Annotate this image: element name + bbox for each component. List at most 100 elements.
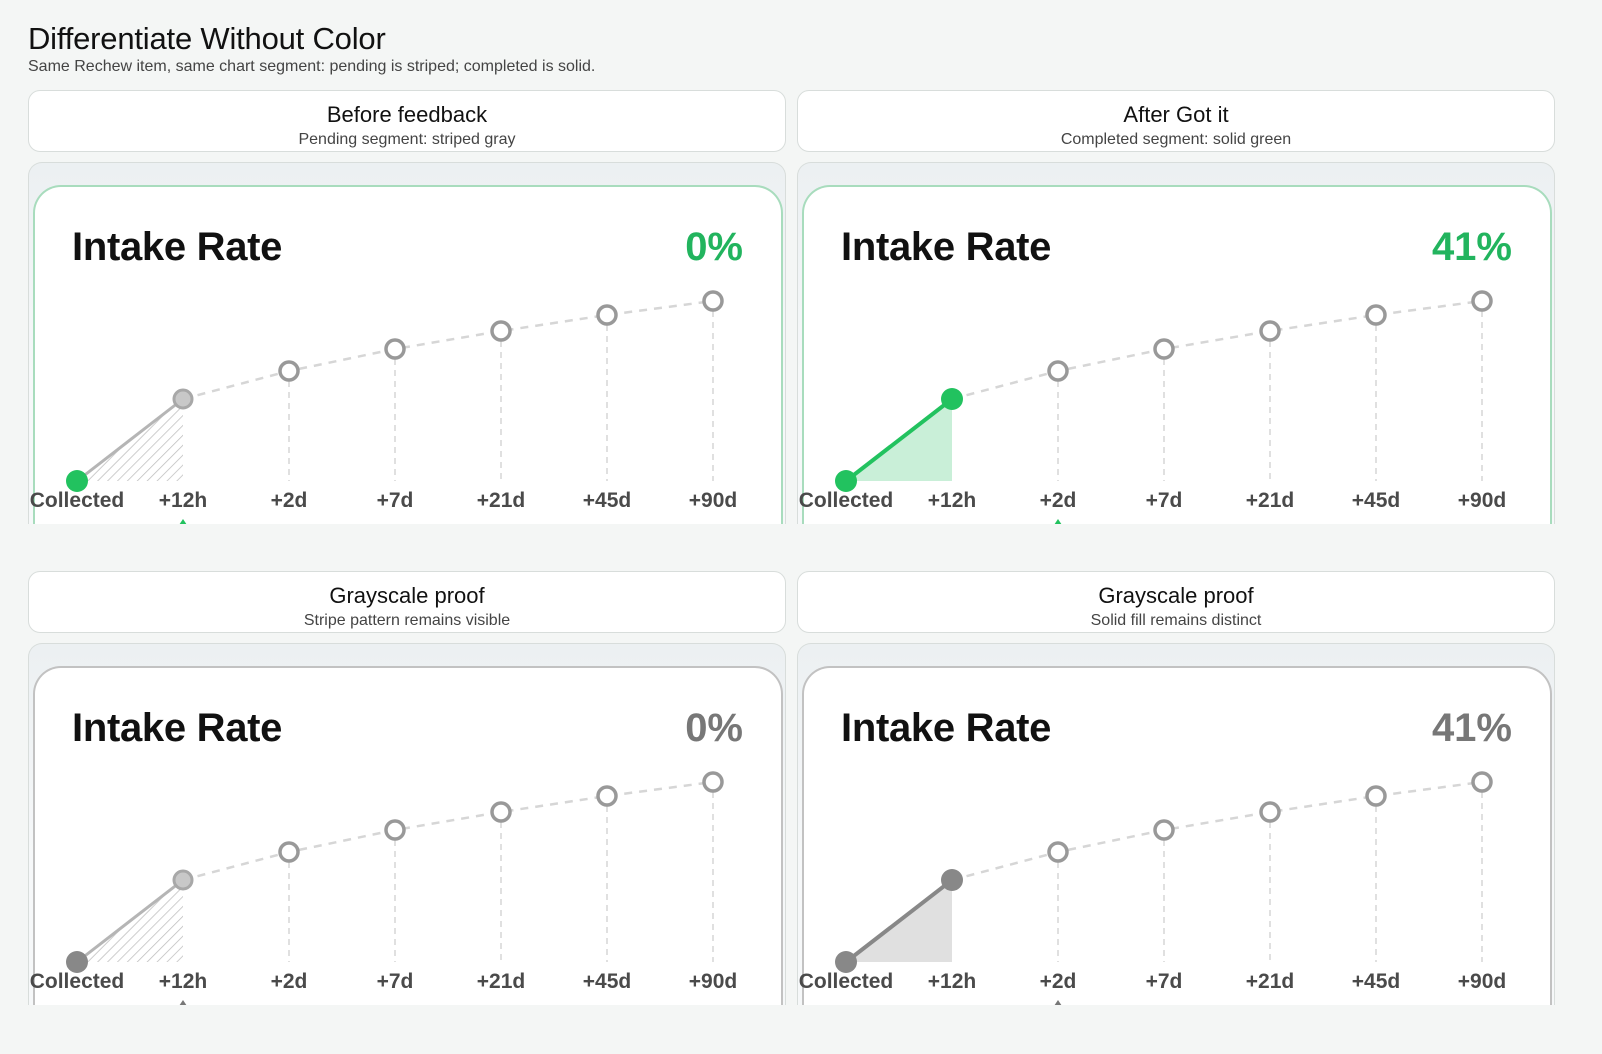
x-tick-label: +21d bbox=[1246, 970, 1294, 993]
x-tick-label: +7d bbox=[1146, 970, 1183, 993]
x-tick-label: +45d bbox=[1352, 970, 1400, 993]
chart-card: Intake Rate 41% Collected +12h +2d +7d +21d +… bbox=[799, 185, 1552, 524]
point-Collected bbox=[835, 951, 857, 973]
chart-frame: Intake Rate 0% Collected +12h +2d +7d +21d +4… bbox=[28, 162, 786, 524]
x-tick-label: Collected bbox=[30, 970, 125, 993]
panel-subtitle: Stripe pattern remains visible bbox=[303, 612, 511, 629]
point-+7d bbox=[384, 338, 406, 360]
point-+45d bbox=[1365, 304, 1387, 326]
point-+90d bbox=[1471, 290, 1493, 312]
point-+12h bbox=[941, 869, 963, 891]
point-+21d bbox=[1259, 320, 1281, 342]
point-+7d bbox=[1153, 338, 1175, 360]
x-tick-label: Collected bbox=[799, 970, 894, 993]
series-projection-line bbox=[182, 780, 714, 882]
card-title: Intake Rate bbox=[841, 225, 1052, 269]
panel-title: Before feedback bbox=[326, 102, 488, 127]
point-+90d bbox=[702, 771, 724, 793]
point-+12h bbox=[172, 869, 194, 891]
point-+45d bbox=[596, 785, 618, 807]
panel-subtitle: Solid fill remains distinct bbox=[1090, 612, 1262, 629]
point-Collected bbox=[66, 470, 88, 492]
card-value: 0% bbox=[685, 225, 743, 269]
point-Collected bbox=[835, 470, 857, 492]
card-title: Intake Rate bbox=[72, 706, 283, 750]
x-tick-label: +90d bbox=[689, 489, 737, 512]
panel-subtitle: Completed segment: solid green bbox=[1060, 131, 1292, 148]
panel-after-got-it: After Got it Completed segment: solid gr… bbox=[797, 90, 1557, 530]
series-projection-line bbox=[182, 299, 714, 401]
point-+7d bbox=[1153, 819, 1175, 841]
x-tick-label: +45d bbox=[583, 970, 631, 993]
series-projection-line bbox=[951, 299, 1483, 401]
x-tick-label: +7d bbox=[377, 489, 414, 512]
active-tick-caret bbox=[1054, 1000, 1062, 1005]
segment-line bbox=[76, 397, 184, 483]
active-tick-caret bbox=[179, 519, 187, 524]
point-+21d bbox=[490, 320, 512, 342]
active-tick-caret bbox=[1054, 519, 1062, 524]
card-title: Intake Rate bbox=[841, 706, 1052, 750]
chart-card: Intake Rate 41% Collected +12h +2d +7d +21d +… bbox=[799, 666, 1552, 1005]
point-+2d bbox=[1047, 360, 1069, 382]
x-tick-label: +21d bbox=[1246, 489, 1294, 512]
point-+2d bbox=[278, 841, 300, 863]
panel-title: Grayscale proof bbox=[329, 583, 485, 608]
segment-line bbox=[844, 878, 954, 964]
card-value: 41% bbox=[1431, 225, 1512, 269]
chart-card: Intake Rate 0% Collected +12h +2d +7d +21d +4… bbox=[30, 666, 783, 1005]
panel-header: Grayscale proof Stripe pattern remains v… bbox=[28, 571, 786, 633]
segment-line bbox=[844, 397, 954, 483]
point-+45d bbox=[596, 304, 618, 326]
x-tick-label: +12h bbox=[928, 489, 976, 512]
point-+2d bbox=[1047, 841, 1069, 863]
panel-header: After Got it Completed segment: solid gr… bbox=[797, 90, 1555, 152]
intake-rate-chart: Collected +12h +2d +7d +21d +45d +90d bbox=[799, 771, 1506, 1005]
card-title: Intake Rate bbox=[72, 225, 283, 269]
x-tick-label: +21d bbox=[477, 970, 525, 993]
panel-subtitle: Pending segment: striped gray bbox=[298, 131, 516, 148]
intake-rate-chart: Collected +12h +2d +7d +21d +45d +90d bbox=[30, 290, 737, 524]
chart-frame: Intake Rate 41% Collected +12h +2d +7d +21d +… bbox=[797, 643, 1555, 1005]
x-tick-label: +12h bbox=[159, 489, 207, 512]
panel-grayscale-completed: Grayscale proof Solid fill remains disti… bbox=[797, 571, 1557, 1011]
x-tick-label: Collected bbox=[30, 489, 125, 512]
active-tick-caret bbox=[179, 1000, 187, 1005]
page-subtitle: Same Rechew item, same chart segment: pe… bbox=[28, 58, 596, 76]
x-tick-label: +7d bbox=[377, 970, 414, 993]
x-tick-label: +45d bbox=[1352, 489, 1400, 512]
point-+2d bbox=[278, 360, 300, 382]
point-+45d bbox=[1365, 785, 1387, 807]
chart-frame: Intake Rate 0% Collected +12h +2d +7d +21d +4… bbox=[28, 643, 786, 1005]
segment-line bbox=[76, 878, 184, 964]
point-+7d bbox=[384, 819, 406, 841]
x-tick-label: +2d bbox=[1040, 489, 1077, 512]
panel-header: Grayscale proof Solid fill remains disti… bbox=[797, 571, 1555, 633]
panel-header: Before feedback Pending segment: striped… bbox=[28, 90, 786, 152]
page-header: Differentiate Without Color Same Rechew … bbox=[28, 20, 595, 76]
series-projection-line bbox=[951, 780, 1483, 882]
x-tick-label: +2d bbox=[271, 970, 308, 993]
point-+21d bbox=[490, 801, 512, 823]
point-+90d bbox=[702, 290, 724, 312]
point-+12h bbox=[941, 388, 963, 410]
point-Collected bbox=[66, 951, 88, 973]
card-value: 0% bbox=[685, 706, 743, 750]
x-tick-label: +7d bbox=[1146, 489, 1183, 512]
x-tick-label: +90d bbox=[689, 970, 737, 993]
chart-frame: Intake Rate 41% Collected +12h +2d +7d +21d +… bbox=[797, 162, 1555, 524]
point-+12h bbox=[172, 388, 194, 410]
x-tick-label: +12h bbox=[159, 970, 207, 993]
x-tick-label: +2d bbox=[1040, 970, 1077, 993]
point-+21d bbox=[1259, 801, 1281, 823]
panel-grayscale-pending: Grayscale proof Stripe pattern remains v… bbox=[28, 571, 788, 1011]
panel-title: After Got it bbox=[1123, 102, 1229, 127]
x-tick-label: +90d bbox=[1458, 489, 1506, 512]
card-value: 41% bbox=[1431, 706, 1512, 750]
x-tick-label: Collected bbox=[799, 489, 894, 512]
chart-card: Intake Rate 0% Collected +12h +2d +7d +21d +4… bbox=[30, 185, 783, 524]
point-+90d bbox=[1471, 771, 1493, 793]
x-tick-label: +45d bbox=[583, 489, 631, 512]
panel-before-feedback: Before feedback Pending segment: striped… bbox=[28, 90, 788, 530]
intake-rate-chart: Collected +12h +2d +7d +21d +45d +90d bbox=[30, 771, 737, 1005]
